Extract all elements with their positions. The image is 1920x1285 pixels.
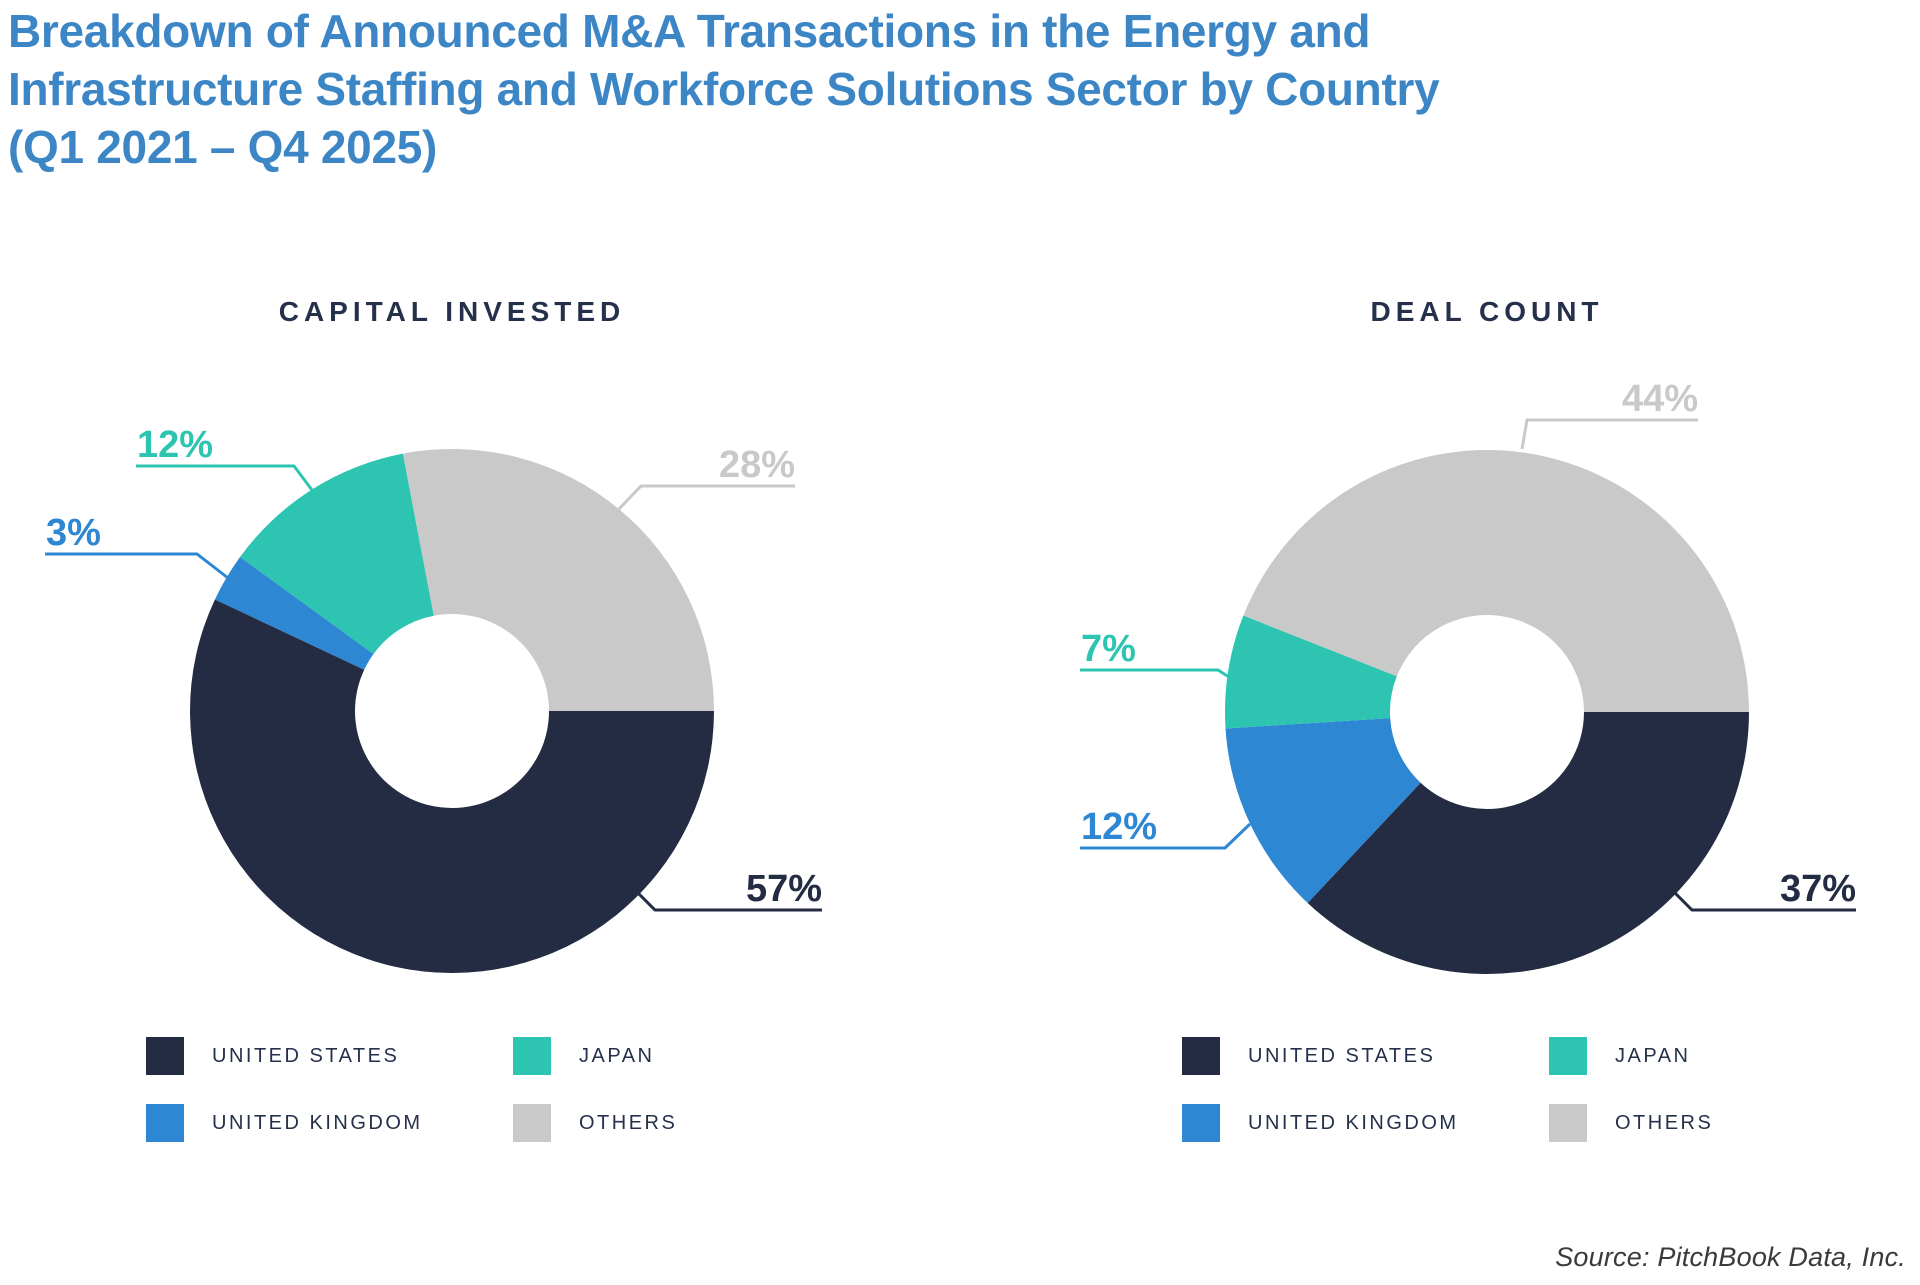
- callout-line-japan: [1080, 668, 1241, 686]
- legend-item-united-states-2: UNITED STATES: [1182, 1037, 1435, 1075]
- slice-value-label-united-states: 57%: [746, 868, 822, 910]
- legend-item-united-kingdom: UNITED KINGDOM: [146, 1104, 423, 1142]
- legend-item-united-kingdom-2: UNITED KINGDOM: [1182, 1104, 1459, 1142]
- legend-swatch-japan: [513, 1037, 551, 1075]
- slice-value-label-japan: 7%: [1081, 628, 1136, 670]
- legend-swatch-united-states-2: [1182, 1037, 1220, 1075]
- legend-swatch-japan-2: [1549, 1037, 1587, 1075]
- legend-label-united-kingdom-2: UNITED KINGDOM: [1248, 1111, 1459, 1134]
- callout-line-japan: [136, 464, 314, 491]
- legend-swatch-united-kingdom-2: [1182, 1104, 1220, 1142]
- slice-value-label-others: 28%: [719, 444, 795, 486]
- legend-swatch-others: [513, 1104, 551, 1142]
- source-attribution: Source: PitchBook Data, Inc.: [1555, 1242, 1906, 1272]
- legend-label-united-kingdom: UNITED KINGDOM: [212, 1111, 423, 1134]
- slice-deals-united-kingdom: [1225, 718, 1421, 903]
- chart-title-capital-invested: CAPITAL INVESTED: [278, 296, 626, 327]
- slice-value-label-united-states: 37%: [1780, 868, 1856, 910]
- slice-value-label-others: 44%: [1622, 378, 1698, 420]
- slice-deals-japan: [1225, 615, 1397, 729]
- callout-line-others: [617, 484, 795, 511]
- callout-line-united-kingdom: [1080, 822, 1252, 850]
- legend-label-united-states-2: UNITED STATES: [1248, 1044, 1436, 1067]
- legend-label-others: OTHERS: [579, 1111, 678, 1134]
- slice-capital-united-states: [190, 599, 714, 973]
- legend-item-united-states: UNITED STATES: [146, 1037, 399, 1075]
- legend-item-japan: JAPAN: [513, 1037, 654, 1075]
- slice-capital-others: [402, 449, 714, 711]
- slice-capital-japan: [240, 453, 434, 654]
- callout-line-united-states: [1668, 886, 1856, 912]
- callout-line-united-kingdom: [45, 552, 229, 580]
- page-title-line-1: Breakdown of Announced M&A Transactions …: [8, 5, 1371, 57]
- slice-value-label-united-kingdom: 12%: [1081, 806, 1157, 848]
- callout-line-others: [1520, 418, 1698, 450]
- callout-line-united-states: [631, 886, 822, 912]
- donut-chart-deal-count: 37% 12% 7% 44%: [1080, 378, 1856, 974]
- slice-value-label-united-kingdom: 3%: [46, 512, 101, 554]
- legend-label-others-2: OTHERS: [1615, 1111, 1714, 1134]
- legend-label-japan: JAPAN: [579, 1044, 655, 1067]
- legend-swatch-united-states: [146, 1037, 184, 1075]
- slice-deals-others: [1243, 450, 1749, 712]
- slice-capital-united-kingdom: [214, 557, 374, 670]
- donut-chart-capital-invested: 57% 3% 12% 28%: [45, 424, 822, 973]
- legend-swatch-united-kingdom: [146, 1104, 184, 1142]
- legend-item-japan-2: JAPAN: [1549, 1037, 1690, 1075]
- slice-value-label-japan: 12%: [137, 424, 213, 466]
- legend-label-japan-2: JAPAN: [1615, 1044, 1691, 1067]
- slice-deals-united-states: [1307, 712, 1749, 974]
- legend-swatch-others-2: [1549, 1104, 1587, 1142]
- chart-title-deal-count: DEAL COUNT: [1370, 296, 1604, 327]
- legend-label-united-states: UNITED STATES: [212, 1044, 400, 1067]
- legend-item-others: OTHERS: [513, 1104, 677, 1142]
- page-title-line-2: Infrastructure Staffing and Workforce So…: [8, 63, 1440, 115]
- legend-item-others-2: OTHERS: [1549, 1104, 1713, 1142]
- page-title: Breakdown of Announced M&A Transactions …: [8, 2, 1440, 176]
- page-title-line-3: (Q1 2021 – Q4 2025): [8, 121, 438, 173]
